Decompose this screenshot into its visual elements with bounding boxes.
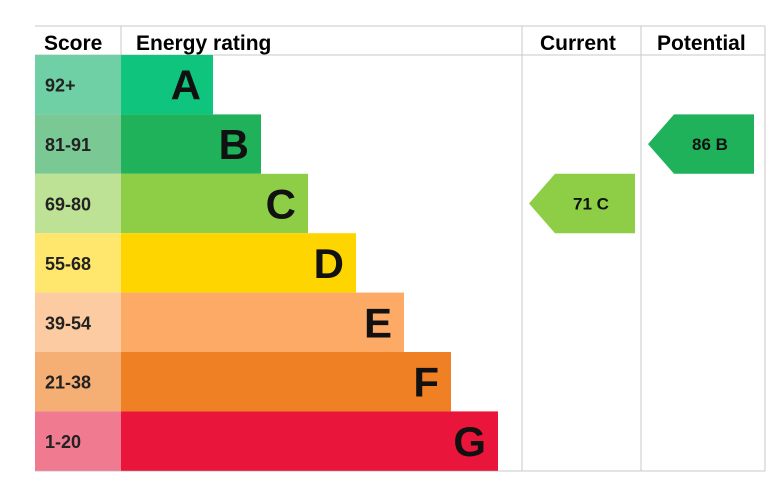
- rating-letter-e: E: [364, 299, 392, 346]
- score-cell-a: [35, 55, 121, 115]
- score-range-g: 1-20: [45, 432, 81, 452]
- score-cell-c: [35, 173, 121, 234]
- header-current: Current: [540, 32, 616, 55]
- score-range-c: 69-80: [45, 195, 91, 215]
- score-cell-g: [35, 411, 121, 471]
- current-arrow: [529, 173, 635, 234]
- potential-arrow-label: 86 B: [692, 135, 728, 154]
- rating-letter-d: D: [314, 240, 344, 287]
- rating-letter-b: B: [219, 121, 249, 168]
- rating-letter-a: A: [171, 62, 201, 109]
- score-cell-f: [35, 352, 121, 412]
- score-cell-d: [35, 233, 121, 293]
- rating-bar-g: [121, 411, 498, 471]
- rating-bar-a: [121, 55, 213, 115]
- rating-bar-f: [121, 352, 451, 412]
- rating-arrows: 71 C 86 B: [529, 114, 754, 234]
- score-range-b: 81-91: [45, 135, 91, 155]
- rating-letter-g: G: [453, 418, 486, 465]
- header-energy-rating: Energy rating: [136, 32, 271, 55]
- header-potential: Potential: [657, 32, 746, 55]
- score-range-e: 39-54: [45, 313, 91, 333]
- current-arrow-label: 71 C: [573, 195, 609, 214]
- potential-arrow: [648, 114, 754, 174]
- score-cell-b: [35, 114, 121, 174]
- rating-bar-d: [121, 233, 356, 293]
- rating-bar-e: [121, 292, 404, 352]
- score-range-d: 55-68: [45, 254, 91, 274]
- rating-bar-b: [121, 114, 261, 174]
- rating-letter-c: C: [266, 181, 296, 228]
- rating-bands: 92+ A 81-91 B 69-80 C 55-68 D 39-54 E 21-38 F 1-20 G: [35, 55, 498, 471]
- score-cell-e: [35, 292, 121, 352]
- rating-bar-c: [121, 173, 308, 234]
- score-range-f: 21-38: [45, 373, 91, 393]
- rating-letter-f: F: [413, 359, 439, 406]
- score-range-a: 92+: [45, 76, 76, 96]
- header-score: Score: [44, 32, 102, 55]
